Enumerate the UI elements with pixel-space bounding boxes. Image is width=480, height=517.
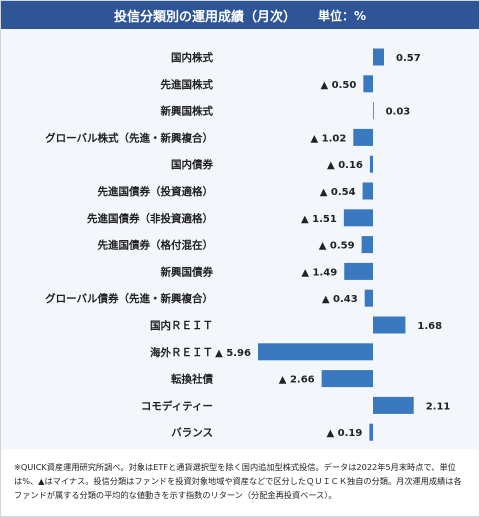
data-label: ▲ 0.59: [319, 241, 355, 252]
bar: [373, 102, 374, 120]
bar: [369, 155, 373, 173]
category-label: 先進国債券（非投資適格）: [87, 212, 213, 225]
bar: [373, 396, 414, 414]
footnote: ※QUICK資産運用研究所調べ。対象はETFと通貨選択型を除く国内追加型株式投信…: [14, 462, 462, 500]
data-label: 1.68: [417, 321, 442, 332]
bar: [321, 370, 373, 388]
category-label: 海外ＲＥＩＴ: [150, 346, 213, 359]
data-label: ▲ 0.16: [327, 160, 363, 171]
category-label: 新興国債券: [161, 265, 214, 278]
data-label: ▲ 1.49: [301, 267, 337, 278]
category-label: グローバル株式（先進・新興複合）: [45, 131, 213, 144]
category-label: 国内債券: [171, 158, 213, 171]
data-label: ▲ 0.19: [326, 428, 362, 439]
data-label: ▲ 0.54: [320, 187, 356, 198]
data-label: ▲ 2.66: [279, 375, 315, 386]
bar: [353, 128, 373, 146]
bar: [257, 343, 373, 361]
bar: [373, 48, 385, 66]
category-label: 国内株式: [171, 51, 213, 64]
bar-chart: 国内株式 0.57 先進国株式 ▲ 0.50 新興国株式 0.03 グローバル株式（先進・新…: [45, 48, 451, 441]
chart-title: 投信分類別の運用成績（月次）: [113, 9, 296, 25]
category-label: 新興国株式: [161, 105, 214, 118]
category-label: 国内ＲＥＩＴ: [150, 319, 213, 332]
category-label: 先進国債券（格付混在）: [98, 239, 214, 252]
bar: [361, 236, 373, 254]
bar: [344, 262, 373, 280]
category-label: 先進国債券（投資適格）: [98, 185, 214, 198]
bar: [369, 423, 373, 441]
bar: [373, 316, 406, 334]
data-label: ▲ 0.43: [322, 294, 358, 305]
data-label: ▲ 1.02: [310, 133, 346, 144]
data-label: ▲ 5.96: [215, 348, 251, 359]
category-label: 先進国株式: [161, 78, 214, 91]
unit-label: 単位：%: [317, 8, 367, 23]
bar: [343, 209, 373, 227]
data-label: ▲ 0.50: [320, 80, 356, 91]
data-label: 0.57: [396, 53, 421, 64]
data-label: 0.03: [386, 107, 411, 118]
bar: [362, 182, 373, 200]
category-label: バランス: [171, 427, 213, 439]
chart-header: 投信分類別の運用成績（月次） 単位：%: [1, 1, 479, 29]
data-label: 2.11: [426, 401, 451, 412]
bar: [363, 75, 373, 93]
category-label: コモディティー: [141, 399, 213, 412]
category-label: グローバル債券（先進・新興複合）: [45, 292, 213, 305]
data-label: ▲ 1.51: [301, 214, 337, 225]
plot-area: 国内株式 0.57 先進国株式 ▲ 0.50 新興国株式 0.03 グローバル株式（先進・新…: [1, 29, 479, 449]
bar: [364, 289, 373, 307]
category-label: 転換社債: [171, 373, 213, 386]
